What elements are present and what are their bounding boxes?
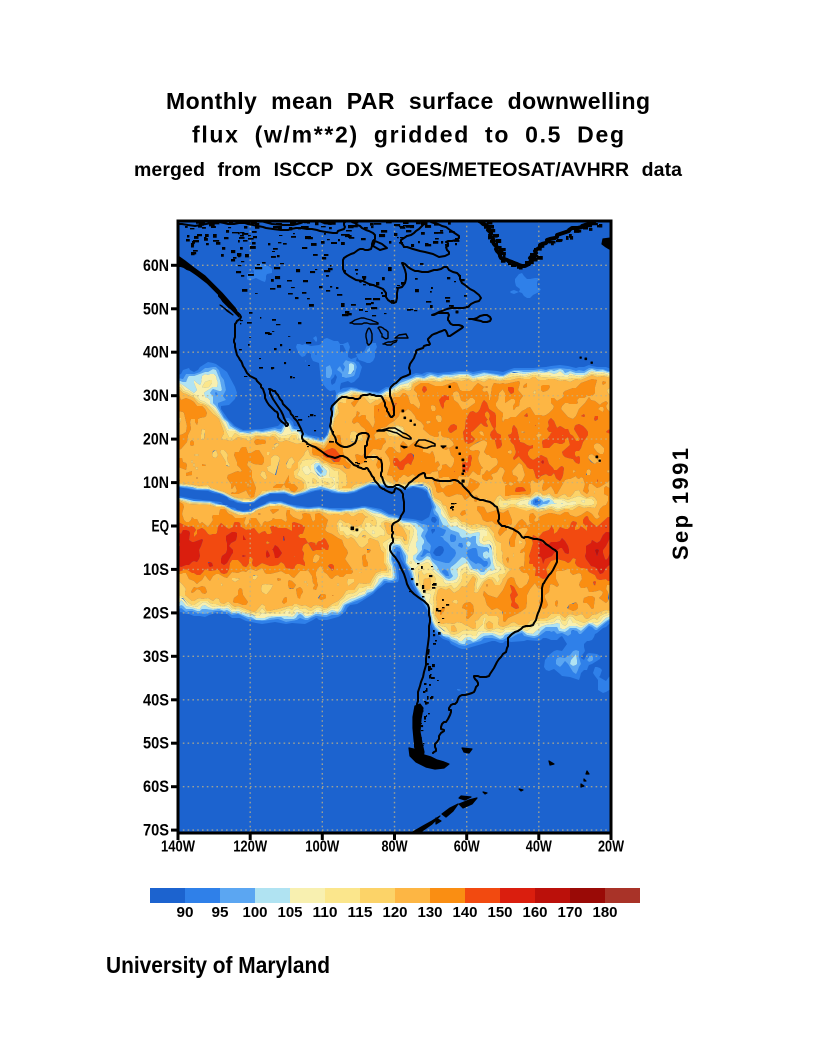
svg-text:170: 170 bbox=[558, 904, 583, 921]
svg-text:flux (w/m**2) gridded to 0.5 D: flux (w/m**2) gridded to 0.5 Deg bbox=[192, 122, 624, 148]
svg-text:120W: 120W bbox=[233, 839, 267, 856]
svg-text:Sep 1991: Sep 1991 bbox=[668, 448, 693, 560]
svg-text:60W: 60W bbox=[454, 839, 480, 856]
svg-text:10N: 10N bbox=[143, 474, 169, 492]
svg-text:105: 105 bbox=[278, 904, 303, 921]
svg-text:60N: 60N bbox=[143, 257, 169, 275]
svg-text:merged from ISCCP DX GOES/METE: merged from ISCCP DX GOES/METEOSAT/AVHRR… bbox=[134, 159, 682, 181]
svg-text:115: 115 bbox=[348, 904, 373, 921]
svg-text:160: 160 bbox=[523, 904, 548, 921]
svg-text:90: 90 bbox=[177, 904, 194, 921]
svg-text:130: 130 bbox=[418, 904, 443, 921]
svg-text:80W: 80W bbox=[382, 839, 408, 856]
svg-text:150: 150 bbox=[488, 904, 513, 921]
svg-text:140W: 140W bbox=[161, 839, 195, 856]
svg-text:40S: 40S bbox=[143, 691, 169, 709]
svg-text:50S: 50S bbox=[143, 735, 169, 753]
svg-text:110: 110 bbox=[313, 904, 338, 921]
svg-text:50N: 50N bbox=[143, 300, 169, 318]
svg-text:100W: 100W bbox=[305, 839, 339, 856]
svg-text:10S: 10S bbox=[143, 561, 169, 579]
svg-text:95: 95 bbox=[212, 904, 229, 921]
svg-text:Monthly mean PAR surface downw: Monthly mean PAR surface downwelling bbox=[166, 88, 650, 114]
svg-text:30S: 30S bbox=[143, 648, 169, 666]
svg-text:60S: 60S bbox=[143, 778, 169, 796]
svg-text:30N: 30N bbox=[143, 387, 169, 405]
svg-text:20W: 20W bbox=[598, 839, 624, 856]
svg-text:70S: 70S bbox=[143, 822, 169, 840]
svg-text:20N: 20N bbox=[143, 431, 169, 449]
svg-text:40W: 40W bbox=[526, 839, 552, 856]
svg-text:180: 180 bbox=[593, 904, 618, 921]
svg-text:140: 140 bbox=[453, 904, 478, 921]
svg-text:120: 120 bbox=[383, 904, 408, 921]
svg-text:EQ: EQ bbox=[152, 518, 170, 536]
svg-text:40N: 40N bbox=[143, 344, 169, 362]
svg-text:20S: 20S bbox=[143, 604, 169, 622]
svg-text:100: 100 bbox=[243, 904, 268, 921]
svg-text:University of Maryland: University of Maryland bbox=[106, 952, 330, 978]
